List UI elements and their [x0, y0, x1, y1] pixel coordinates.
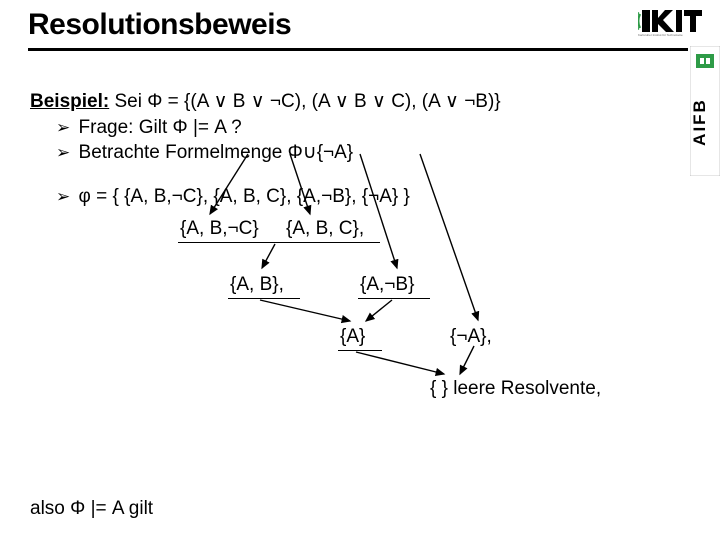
- bullet-3: ➢ φ = { {A, B,¬C}, {A, B, C}, {A,¬B}, {¬…: [30, 184, 690, 210]
- resolvent-node: {A,¬B}: [360, 272, 414, 298]
- bullet-1: ➢ Frage: Gilt Φ |= A ?: [30, 115, 690, 141]
- resolvent-node: {¬A},: [450, 324, 492, 350]
- resolution-rule-line: [178, 242, 380, 243]
- svg-text:AIFB: AIFB: [690, 98, 709, 146]
- example-label: Beispiel:: [30, 91, 109, 112]
- bullet-arrow-icon: ➢: [56, 186, 70, 209]
- resolvent-node: {A, B},: [230, 272, 284, 298]
- slide-title: Resolutionsbeweis: [28, 8, 692, 42]
- clause-node: {A, B, C},: [286, 216, 364, 242]
- resolvent-node: {A}: [340, 324, 365, 350]
- aifb-logo: AIFB: [690, 46, 720, 181]
- resolution-rule-line: [358, 298, 430, 299]
- bullet-arrow-icon: ➢: [56, 142, 70, 165]
- example-formula: Sei Φ = {(A ∨ B ∨ ¬C), (A ∨ B ∨ C), (A ∨…: [109, 91, 500, 112]
- resolution-rule-line: [338, 350, 382, 351]
- resolution-rule-line: [228, 298, 300, 299]
- conclusion-text: also Φ |= A gilt: [30, 498, 153, 520]
- example-line: Beispiel: Sei Φ = {(A ∨ B ∨ ¬C), (A ∨ B …: [30, 89, 690, 115]
- bullet-2: ➢ Betrachte Formelmenge Φ∪{¬A}: [30, 140, 690, 166]
- title-underline: [28, 48, 688, 51]
- bullet-1-text: Frage: Gilt Φ |= A ?: [79, 117, 242, 138]
- bullet-arrow-icon: ➢: [56, 117, 70, 140]
- clause-node: {A, B,¬C}: [180, 216, 259, 242]
- resolution-tree: {A, B,¬C} {A, B, C}, {A, B}, {A,¬B} {A} …: [160, 216, 700, 456]
- bullet-2-text: Betrachte Formelmenge Φ∪{¬A}: [79, 142, 354, 163]
- bullet-3-text: φ = { {A, B,¬C}, {A, B, C}, {A,¬B}, {¬A}…: [79, 186, 410, 207]
- empty-clause-node: { } leere Resolvente,: [430, 376, 601, 402]
